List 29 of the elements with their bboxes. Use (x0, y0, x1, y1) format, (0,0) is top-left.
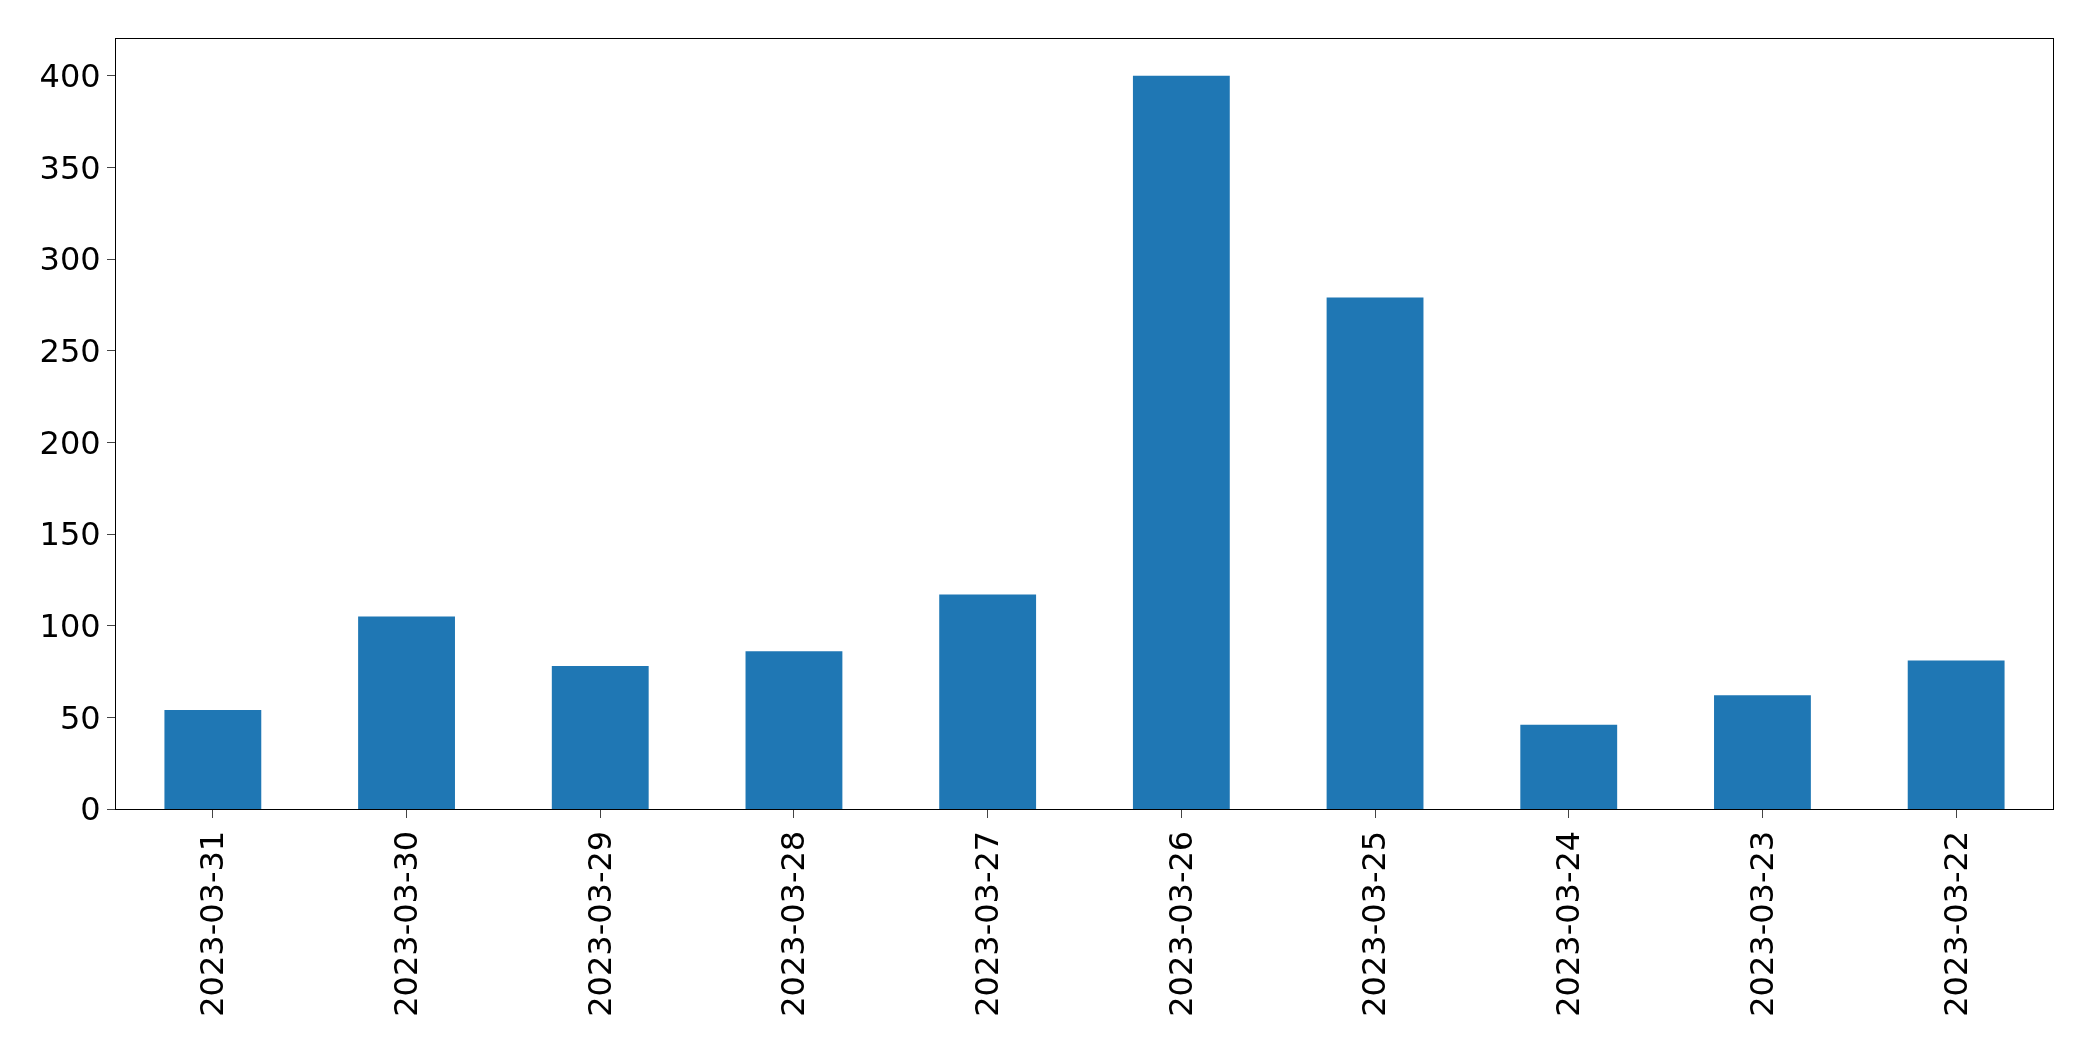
bar (358, 616, 455, 809)
x-tick-label: 2023-03-31 (193, 830, 232, 1017)
bar (1326, 297, 1424, 809)
x-tick-label: 2023-03-26 (1161, 830, 1200, 1017)
y-tick-label: 50 (59, 698, 101, 737)
x-tick-label: 2023-03-25 (1355, 830, 1394, 1017)
bar (1520, 724, 1618, 809)
x-tick-label: 2023-03-22 (1936, 830, 1975, 1017)
x-tick-label: 2023-03-30 (386, 830, 425, 1017)
bar (745, 651, 843, 809)
y-tick-label: 150 (39, 515, 101, 554)
y-tick-label: 100 (39, 606, 101, 645)
x-tick-label: 2023-03-24 (1549, 830, 1588, 1017)
bar (1132, 75, 1230, 809)
y-tick-label: 400 (39, 56, 101, 95)
bar (1907, 660, 2005, 809)
x-tick-label: 2023-03-27 (968, 830, 1007, 1017)
bar (551, 666, 649, 809)
x-tick-label: 2023-03-23 (1742, 830, 1781, 1017)
y-tick-label: 350 (39, 148, 101, 187)
y-tick-label: 300 (39, 240, 101, 279)
bar (164, 710, 262, 809)
y-tick-label: 200 (39, 423, 101, 462)
x-tick-label: 2023-03-29 (580, 830, 619, 1017)
bar (1714, 695, 1811, 809)
x-tick-label: 2023-03-28 (774, 830, 813, 1017)
y-tick-label: 0 (80, 790, 101, 829)
bar (939, 594, 1037, 809)
y-tick-label: 250 (39, 331, 101, 370)
